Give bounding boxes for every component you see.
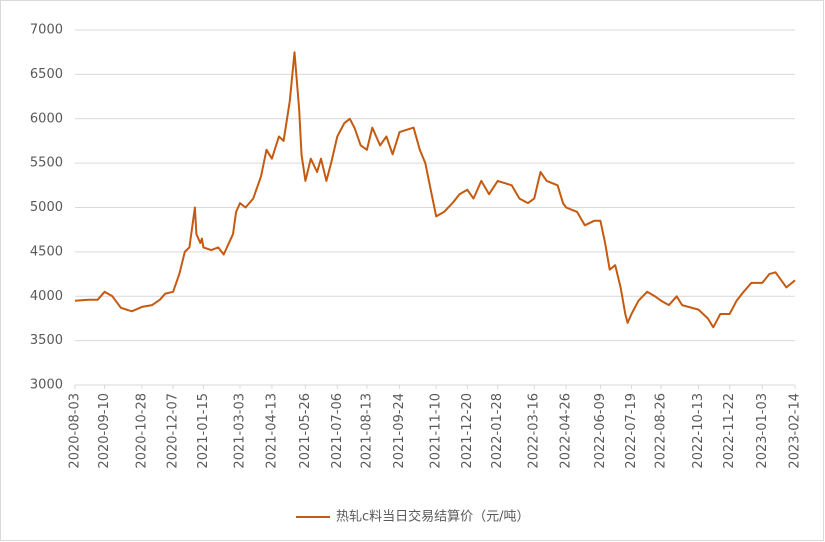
x-tick-label: 2020-08-03	[68, 393, 83, 469]
y-tick-label: 6000	[30, 111, 63, 126]
series-line	[74, 51, 796, 329]
x-tick-label: 2022-01-28	[490, 393, 505, 469]
y-tick-label: 5500	[30, 156, 63, 171]
x-tick-label: 2022-07-19	[624, 393, 639, 469]
x-tick-label: 2021-01-15	[196, 393, 211, 469]
x-tick-label: 2022-10-13	[691, 393, 706, 469]
x-tick-label: 2022-11-22	[722, 393, 737, 469]
x-tick-label: 2022-03-16	[527, 393, 542, 469]
y-tick-label: 5000	[30, 200, 63, 215]
x-tick-label: 2023-02-14	[788, 393, 803, 469]
x-tick-label: 2021-09-24	[392, 393, 407, 469]
x-tick-label: 2023-01-03	[755, 393, 770, 469]
x-tick-label: 2022-08-26	[654, 393, 669, 469]
legend-label: 热轧c料当日交易结算价（元/吨）	[336, 509, 530, 525]
y-tick-label: 7000	[30, 23, 63, 38]
y-tick-label: 4500	[30, 244, 63, 259]
x-tick-label: 2020-10-28	[134, 393, 149, 469]
x-tick-label: 2022-06-09	[593, 393, 608, 469]
x-tick-label: 2020-09-10	[97, 393, 112, 469]
x-tick-label: 2021-07-06	[330, 393, 345, 469]
y-tick-label: 3000	[30, 378, 63, 393]
y-tick-label: 6500	[30, 67, 63, 82]
x-tick-label: 2021-11-10	[429, 393, 444, 469]
x-tick-label: 2021-05-26	[298, 393, 313, 469]
x-tick-label: 2020-12-07	[166, 393, 181, 469]
y-tick-label: 4000	[30, 289, 63, 304]
y-tick-label: 3500	[30, 333, 63, 348]
x-tick-label: 2021-04-13	[264, 393, 279, 469]
x-tick-label: 2021-08-13	[359, 393, 374, 469]
x-tick-label: 2021-03-03	[233, 393, 248, 469]
x-tick-label: 2021-12-20	[460, 393, 475, 469]
x-tick-label: 2022-04-26	[559, 393, 574, 469]
